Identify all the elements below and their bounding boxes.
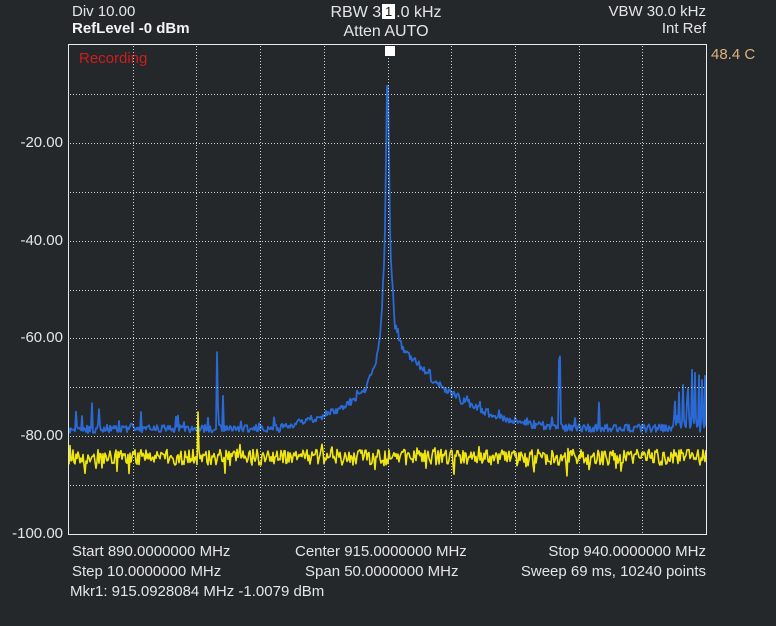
- start-frequency-label[interactable]: Start 890.0000000 MHz: [72, 543, 231, 560]
- vbw-label[interactable]: VBW 30.0 kHz: [608, 3, 706, 20]
- marker-1-dot[interactable]: [385, 46, 395, 56]
- plot-border: [68, 44, 707, 535]
- y-axis-tick-label: -80.00: [20, 427, 63, 445]
- sweep-info-label[interactable]: Sweep 69 ms, 10240 points: [520, 563, 706, 580]
- trace-yellow: [68, 411, 707, 477]
- step-frequency-label[interactable]: Step 10.0000000 MHz: [72, 563, 222, 580]
- frequency-row-1: Start 890.0000000 MHz Center 915.0000000…: [0, 543, 776, 560]
- marker-readout[interactable]: Mkr1: 915.0928084 MHz -1.0079 dBm: [70, 583, 325, 600]
- recording-indicator[interactable]: Recording: [79, 50, 148, 67]
- div-scale-label[interactable]: Div 10.00: [72, 3, 136, 20]
- rbw-prefix: RBW 3: [330, 4, 382, 21]
- trace-blue: [68, 85, 707, 435]
- rbw-label[interactable]: RBW 3 1.0 kHz: [280, 4, 492, 22]
- y-axis-tick-label: -40.00: [20, 231, 63, 249]
- temperature-readout: 48.4 C: [711, 46, 756, 63]
- ref-level-label[interactable]: RefLevel -0 dBm: [72, 20, 190, 37]
- frequency-row-2: Step 10.0000000 MHz Span 50.0000000 MHz …: [0, 563, 776, 580]
- marker-1-flag[interactable]: 1: [382, 4, 396, 19]
- stop-frequency-label[interactable]: Stop 940.0000000 MHz: [548, 543, 706, 560]
- atten-label[interactable]: Atten AUTO: [343, 23, 429, 40]
- y-axis-tick-label: -20.00: [20, 133, 63, 151]
- y-axis-tick-label: -60.00: [20, 329, 63, 347]
- rbw-suffix: .0 kHz: [396, 4, 442, 21]
- ref-source-label[interactable]: Int Ref: [661, 20, 706, 37]
- y-axis-tick-label: -100.00: [12, 525, 63, 542]
- plot-grid: [70, 46, 705, 533]
- span-frequency-label[interactable]: Span 50.0000000 MHz: [305, 563, 459, 580]
- header-center: RBW 3 1.0 kHz Atten AUTO: [280, 4, 492, 41]
- center-frequency-label[interactable]: Center 915.0000000 MHz: [295, 543, 467, 560]
